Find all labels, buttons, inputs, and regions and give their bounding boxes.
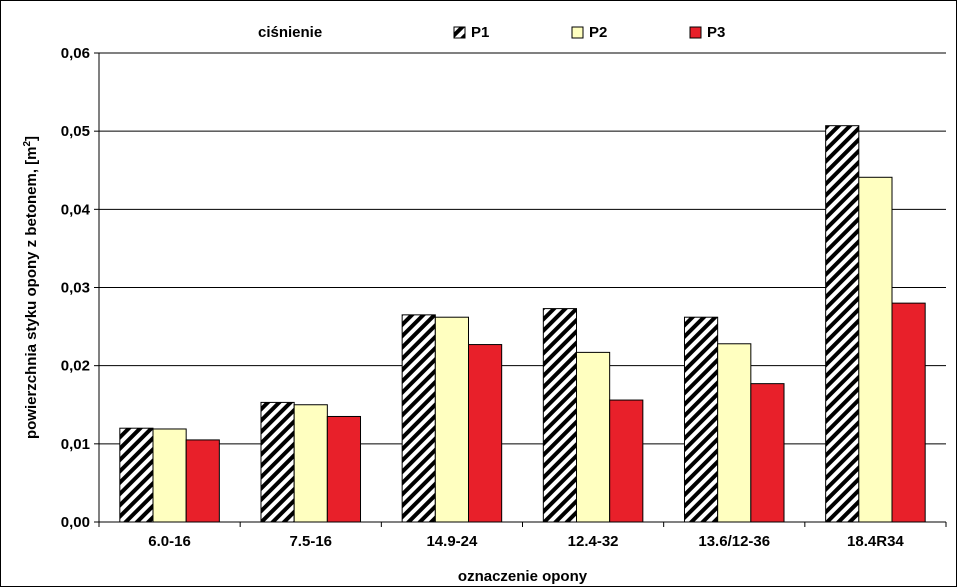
- bar-p1: [683, 316, 719, 523]
- x-axis-title: oznaczenie opony: [458, 568, 588, 585]
- bar-p1: [825, 125, 860, 523]
- bar-p3: [326, 415, 362, 523]
- y-tick-label: 0,06: [61, 45, 90, 62]
- y-tick-label: 0,04: [61, 201, 91, 218]
- legend-label-p2: P2: [589, 24, 607, 41]
- bar-p1: [260, 401, 295, 523]
- bar-p3: [185, 439, 220, 523]
- y-tick-label: 0,01: [61, 436, 90, 453]
- bar-p3: [750, 383, 785, 523]
- bar-p2: [293, 404, 328, 523]
- y-tick-label: 0,03: [61, 280, 90, 297]
- bar-p1: [119, 427, 154, 523]
- x-tick-label: 13.6/12-36: [698, 533, 770, 550]
- y-axis-title-superscript: 2: [22, 141, 33, 147]
- bars: [119, 125, 926, 523]
- y-tick-label: 0,02: [61, 358, 90, 375]
- bar-p2: [152, 428, 187, 523]
- bar-p1: [542, 308, 577, 523]
- legend-label-p1: P1: [471, 24, 489, 41]
- bar-p2: [434, 316, 470, 523]
- x-tick-label: 12.4-32: [568, 533, 619, 550]
- bar-p3: [891, 302, 926, 523]
- bar-p2: [858, 176, 893, 523]
- bar-p2: [717, 343, 752, 523]
- legend-swatch-p3: [689, 26, 702, 39]
- y-axis-title: powierzchnia styku opony z betonem, [m2]: [22, 136, 40, 439]
- legend-swatch-p2: [571, 26, 584, 39]
- y-tick-label: 0,00: [61, 514, 90, 531]
- x-tick-label: 18.4R34: [847, 533, 904, 550]
- x-tick-label: 7.5-16: [289, 533, 332, 550]
- legend: ciśnienie P1 P2 P3: [258, 24, 725, 41]
- axes: 0,00 0,01 0,02 0,03 0,04 0,05 0,06 6.0-16 7.5-16…: [61, 45, 947, 550]
- x-tick-label: 14.9-24: [426, 533, 478, 550]
- bar-p3: [609, 399, 644, 523]
- y-tick-label: 0,05: [61, 123, 90, 140]
- legend-title: ciśnienie: [258, 24, 322, 41]
- legend-label-p3: P3: [707, 24, 725, 41]
- bar-p2: [575, 351, 611, 523]
- gridlines: [99, 52, 946, 445]
- bar-p1: [401, 314, 436, 523]
- bar-p3: [468, 344, 503, 523]
- x-tick-label: 6.0-16: [148, 533, 191, 550]
- legend-swatch-p1: [453, 26, 466, 39]
- y-axis-title-main: powierzchnia styku opony z betonem, [m: [23, 147, 40, 440]
- y-axis-title-suffix: ]: [23, 136, 40, 141]
